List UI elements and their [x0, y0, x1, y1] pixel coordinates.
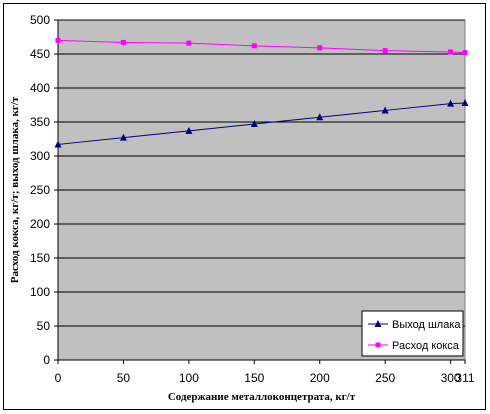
y-tick-label: 350	[30, 115, 50, 129]
legend-marker	[374, 320, 382, 327]
x-tick-label: 250	[375, 371, 395, 385]
data-point	[54, 140, 62, 148]
data-point	[462, 50, 468, 56]
data-point	[55, 37, 61, 43]
x-tick-label: 100	[179, 371, 199, 385]
data-point	[119, 133, 127, 141]
data-point	[461, 98, 469, 106]
data-point	[382, 48, 388, 54]
y-tick-label: 300	[30, 149, 50, 163]
y-tick-label: 250	[30, 183, 50, 197]
y-tick-label: 50	[37, 319, 51, 333]
series	[54, 37, 469, 148]
y-tick-label: 100	[30, 285, 50, 299]
legend-marker	[375, 342, 381, 348]
legend-label: Расход кокса	[392, 340, 460, 352]
x-tick-label: 150	[244, 371, 264, 385]
y-tick-labels: 0 50 100 150 200 250 300 350 400 450 500	[30, 13, 50, 367]
series-line	[57, 39, 466, 54]
x-tick-label: 311	[455, 371, 474, 385]
x-tick-label: 200	[310, 371, 330, 385]
data-point	[120, 39, 126, 45]
legend-item: Выход шлака	[368, 319, 461, 331]
data-point	[317, 45, 323, 51]
grid-lines	[54, 19, 465, 361]
data-point	[251, 43, 257, 49]
x-tick-label: 300	[441, 371, 461, 385]
y-tick-label: 500	[30, 13, 50, 27]
legend-item: Расход кокса	[368, 340, 460, 352]
data-point	[250, 120, 258, 128]
y-tick-label: 400	[30, 81, 50, 95]
data-point	[381, 106, 389, 114]
data-point	[185, 126, 193, 134]
series-line	[57, 102, 466, 145]
x-tick-label: 0	[55, 371, 62, 385]
y-tick-label: 200	[30, 217, 50, 231]
y-tick-label: 450	[30, 47, 50, 61]
y-axis-title: Расход кокса, кг/т; выход шлака, кг/т	[9, 96, 21, 283]
series-2	[55, 37, 468, 56]
y-tick-label: 0	[43, 353, 50, 367]
legend-box	[361, 310, 464, 357]
x-tick-label: 50	[117, 371, 131, 385]
series-1	[54, 98, 469, 148]
data-point	[186, 40, 192, 46]
x-axis-title: Содержание металлоконцетрата, кг/т	[168, 391, 356, 403]
data-point	[316, 113, 324, 121]
legend-label: Выход шлака	[392, 319, 461, 331]
data-point	[447, 99, 455, 107]
legend: Выход шлака Расход кокса	[361, 310, 464, 357]
y-tick-label: 150	[30, 251, 50, 265]
axes	[57, 20, 466, 364]
data-point	[448, 49, 454, 55]
